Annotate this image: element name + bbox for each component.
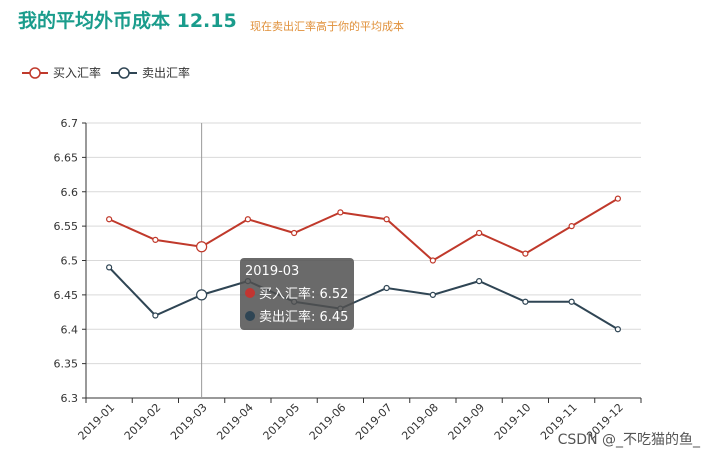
- data-point: [614, 326, 621, 333]
- legend-item-buy[interactable]: 买入汇率: [22, 64, 101, 81]
- data-point: [568, 298, 575, 305]
- x-tick-label: 2019-09: [446, 401, 488, 443]
- chart-subtitle: 现在卖出汇率高于你的平均成本: [250, 20, 404, 33]
- data-point: [196, 289, 208, 301]
- data-tooltip: 2019-03 买入汇率: 6.52 卖出汇率: 6.45: [240, 258, 354, 330]
- tooltip-dot-buy: [245, 287, 255, 298]
- y-tick-label: 6.5: [61, 255, 79, 268]
- x-tick-label: 2019-10: [492, 401, 534, 443]
- data-point: [291, 229, 298, 237]
- data-point: [614, 195, 621, 202]
- y-tick-label: 6.7: [61, 117, 79, 130]
- y-tick-label: 6.4: [61, 323, 79, 336]
- data-point: [429, 257, 436, 264]
- data-point: [152, 236, 159, 243]
- data-point: [568, 223, 575, 230]
- data-point: [522, 298, 529, 305]
- series-line-0: [108, 197, 619, 262]
- tooltip-title: 2019-03: [245, 264, 300, 279]
- x-tick-label: 2019-04: [214, 401, 256, 443]
- x-tick-label: 2019-03: [168, 401, 210, 443]
- chart-title: 我的平均外币成本 12.15: [18, 10, 237, 32]
- data-point: [196, 241, 208, 253]
- legend-label-sell: 卖出汇率: [142, 66, 191, 80]
- x-tick-label: 2019-06: [307, 401, 349, 443]
- y-tick-label: 6.6: [61, 186, 79, 199]
- tooltip-row-sell: 卖出汇率: 6.45: [245, 306, 354, 325]
- legend-label-buy: 买入汇率: [53, 66, 102, 80]
- tooltip-value-buy: 买入汇率: 6.52: [259, 287, 349, 302]
- data-point: [106, 216, 113, 223]
- data-point: [429, 291, 436, 298]
- legend-line-icon-sell: [111, 66, 138, 79]
- data-point: [152, 312, 159, 319]
- x-tick-label: 2019-08: [399, 401, 441, 443]
- data-point: [476, 229, 483, 237]
- series-line-1: [108, 266, 619, 331]
- data-point: [337, 209, 344, 216]
- data-point: [476, 278, 483, 285]
- data-point: [244, 216, 251, 223]
- x-tick-label: 2019-05: [261, 401, 303, 443]
- y-tick-label: 6.65: [54, 151, 79, 164]
- y-tick-label: 6.55: [54, 220, 79, 233]
- x-tick-label: 2019-07: [353, 401, 395, 443]
- legend-line-icon-buy: [22, 66, 48, 79]
- legend: 买入汇率 卖出汇率: [22, 64, 200, 81]
- y-tick-label: 6.3: [61, 392, 79, 405]
- tooltip-value-sell: 卖出汇率: 6.45: [259, 310, 349, 325]
- x-tick-label: 2019-02: [122, 401, 164, 443]
- y-tick-label: 6.45: [54, 289, 79, 302]
- tooltip-dot-sell: [245, 310, 255, 321]
- watermark: CSDN @_不吃猫的鱼_: [557, 432, 700, 448]
- data-point: [383, 284, 390, 292]
- tooltip-row-buy: 买入汇率: 6.52: [245, 283, 354, 302]
- x-tick-label: 2019-01: [76, 401, 118, 443]
- data-point: [383, 216, 390, 223]
- data-point: [106, 264, 113, 271]
- data-point: [522, 250, 529, 257]
- legend-item-sell[interactable]: 卖出汇率: [111, 64, 190, 81]
- y-tick-label: 6.35: [54, 358, 79, 371]
